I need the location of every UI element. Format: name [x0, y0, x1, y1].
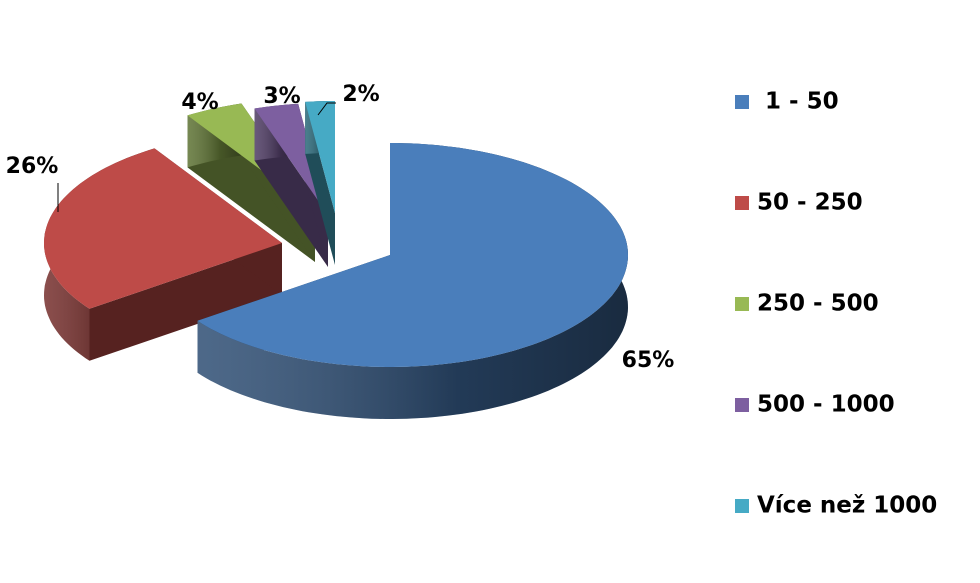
data-label: 3%: [263, 84, 300, 109]
legend-label: 250 - 500: [757, 291, 879, 317]
legend-swatch: [735, 398, 749, 412]
legend-swatch: [735, 196, 749, 210]
data-label: 4%: [181, 90, 218, 115]
leader-line: [317, 102, 336, 116]
slice: [305, 101, 335, 213]
legend-label: Více než 1000: [757, 493, 937, 519]
data-label: 26%: [6, 154, 59, 179]
legend-label: 50 - 250: [757, 190, 863, 216]
legend: 1 - 50 50 - 250 250 - 500 500 - 1000 Více ne…: [735, 89, 937, 519]
legend-swatch: [735, 297, 749, 311]
legend-label: 1 - 50: [765, 89, 839, 115]
data-label: 65%: [622, 348, 675, 373]
slice: [197, 143, 628, 419]
data-label: 2%: [342, 82, 379, 107]
legend-label: 500 - 1000: [757, 392, 895, 418]
slice: [254, 103, 328, 215]
data-labels: 65% 26% 4% 3% 2%: [6, 82, 675, 373]
legend-swatch: [735, 499, 749, 513]
slice: [197, 143, 628, 367]
slice: [44, 148, 282, 309]
slice: [44, 148, 282, 361]
slice-side: [89, 243, 282, 361]
slice: [305, 101, 335, 266]
legend-swatch: [735, 95, 749, 109]
pie: [44, 101, 628, 419]
